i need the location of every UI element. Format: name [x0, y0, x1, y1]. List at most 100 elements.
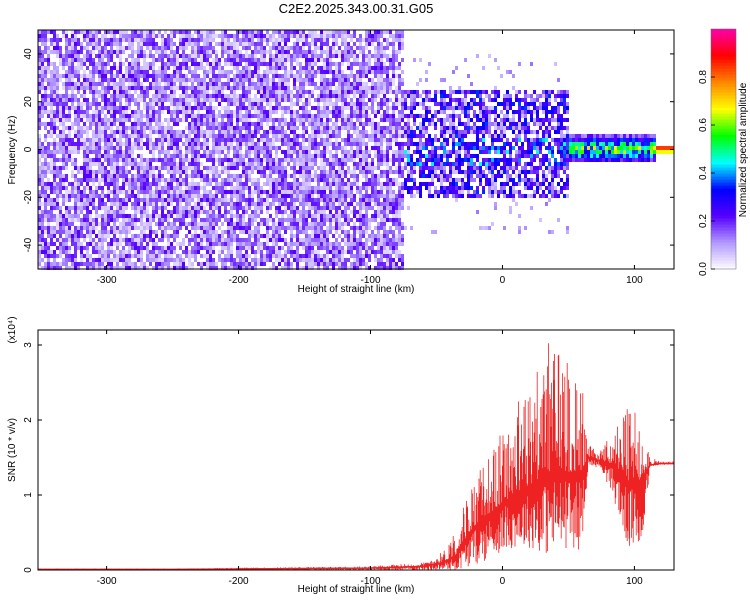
spectrogram-cell — [209, 34, 212, 38]
spectrogram-cell — [242, 158, 245, 162]
spectrogram-cell — [122, 262, 125, 266]
spectrogram-cell — [242, 210, 245, 214]
spectrogram-cell — [272, 34, 275, 38]
spectrogram-cell — [41, 146, 44, 150]
spectrogram-cell — [272, 82, 275, 86]
spectrogram-cell — [128, 38, 131, 42]
spectrogram-cell — [98, 110, 101, 114]
spectrogram-cell — [74, 158, 77, 162]
spectrogram-cell — [146, 182, 149, 186]
spectrogram-cell — [212, 242, 215, 246]
spectrogram-cell — [314, 174, 317, 178]
spectrogram-cell — [38, 158, 41, 162]
spectrogram-cell — [335, 114, 338, 118]
spectrogram-cell — [119, 198, 122, 202]
spectrogram-cell — [200, 266, 203, 270]
spectrogram-cell — [296, 78, 299, 82]
spectrogram-cell — [77, 138, 80, 142]
spectrogram-cell — [200, 102, 203, 106]
spectrogram-cell — [287, 90, 290, 94]
spectrogram-cell — [221, 250, 224, 254]
spectrogram-cell — [239, 186, 242, 190]
spectrogram-cell — [218, 74, 221, 78]
spectrogram-cell — [68, 222, 71, 226]
spectrogram-cell — [92, 202, 95, 206]
spectrogram-cell — [173, 186, 176, 190]
spectrogram-cell — [194, 142, 197, 146]
spectrogram-cell — [272, 98, 275, 102]
spectrogram-cell — [272, 142, 275, 146]
spectrogram-cell — [284, 206, 287, 210]
spectrogram-cell — [80, 166, 83, 170]
spectrogram-cell — [131, 154, 134, 158]
spectrogram-cell — [71, 98, 74, 102]
spectrogram-cell — [182, 222, 185, 226]
spectrogram-cell — [320, 222, 323, 226]
spectrogram-cell — [74, 262, 77, 266]
spectrogram-cell — [80, 94, 83, 98]
spectrogram-cell — [143, 186, 146, 190]
spectrogram-cell — [53, 174, 56, 178]
spectrogram-cell — [275, 206, 278, 210]
spectrogram-cell — [320, 86, 323, 90]
spectrogram-cell — [272, 238, 275, 242]
spectrogram-cell — [212, 266, 215, 270]
spectrogram-cell — [191, 62, 194, 66]
spectrogram-cell — [143, 174, 146, 178]
spectrogram-cell — [296, 222, 299, 226]
spectrogram-cell — [164, 254, 167, 258]
spectrogram-cell — [134, 58, 137, 62]
spectrogram-cell — [317, 258, 320, 262]
spectrogram-cell — [122, 230, 125, 234]
spectrogram-cell — [236, 138, 239, 142]
spectrogram-cell — [179, 178, 182, 182]
spectrogram-cell — [119, 134, 122, 138]
spectrogram-cell — [233, 126, 236, 130]
spectrogram-cell — [302, 238, 305, 242]
spectrogram-cell — [173, 122, 176, 126]
spectrogram-cell — [263, 38, 266, 42]
spectrogram-cell — [131, 54, 134, 58]
spectrogram-cell — [272, 262, 275, 266]
spectrogram-cell — [185, 54, 188, 58]
spectrogram-cell — [248, 158, 251, 162]
spectrogram-cell — [227, 54, 230, 58]
spectrogram-cell — [140, 254, 143, 258]
spectrogram-cell — [236, 254, 239, 258]
spectrogram-cell — [170, 74, 173, 78]
spectrogram-cell — [56, 114, 59, 118]
spectrogram-cell — [245, 142, 248, 146]
spectrogram-cell — [263, 134, 266, 138]
spectrogram-cell — [59, 214, 62, 218]
spectrogram-cell — [236, 130, 239, 134]
spectrogram-cell — [65, 262, 68, 266]
spectrogram-cell — [269, 166, 272, 170]
spectrogram-cell — [113, 78, 116, 82]
spectrogram-cell — [158, 206, 161, 210]
spectrogram-cell — [254, 166, 257, 170]
spectrogram-cell — [296, 150, 299, 154]
spectrogram-cell — [317, 238, 320, 242]
spectrogram-cell — [194, 138, 197, 142]
spectrogram-cell — [260, 30, 263, 34]
spectrogram-cell — [77, 210, 80, 214]
spectrogram-cell — [287, 194, 290, 198]
spectrogram-cell — [59, 158, 62, 162]
spectrogram-cell — [89, 202, 92, 206]
spectrogram-cell — [263, 94, 266, 98]
spectrogram-cell — [242, 126, 245, 130]
spectrogram-cell — [83, 206, 86, 210]
spectrogram-cell — [233, 82, 236, 86]
spectrogram-cell — [233, 238, 236, 242]
spectrogram-cell — [134, 162, 137, 166]
spectrogram-cell — [215, 114, 218, 118]
spectrogram-cell — [131, 194, 134, 198]
spectrogram-cell — [188, 94, 191, 98]
spectrogram-cell — [260, 42, 263, 46]
spectrogram-cell — [212, 226, 215, 230]
spectrogram-cell — [95, 98, 98, 102]
spectrogram-cell — [41, 174, 44, 178]
spectrogram-cell — [338, 142, 341, 146]
spectrogram-cell — [143, 114, 146, 118]
spectrogram-cell — [41, 62, 44, 66]
